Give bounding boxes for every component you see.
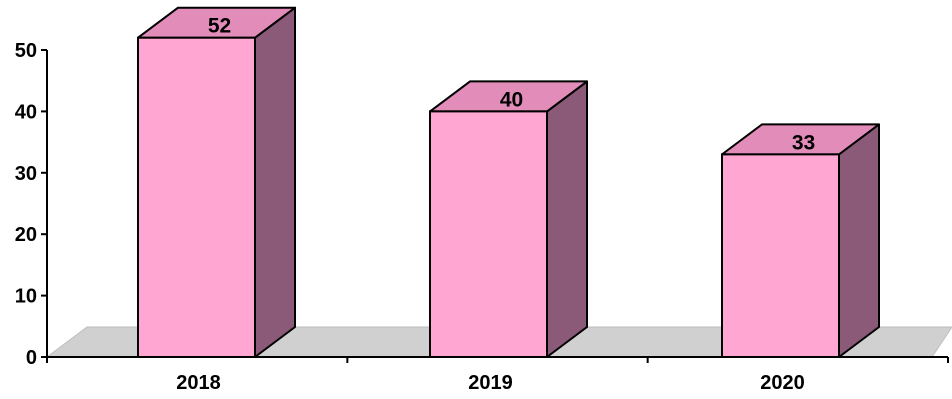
y-tick-label: 0 xyxy=(26,347,37,369)
bar-2018 xyxy=(137,6,296,358)
x-category-label: 2020 xyxy=(760,372,805,394)
x-category-label: 2019 xyxy=(468,372,513,394)
data-label: 40 xyxy=(500,88,523,111)
bar-2020 xyxy=(721,123,880,358)
data-label: 52 xyxy=(208,15,231,38)
x-category-label: 2018 xyxy=(176,372,221,394)
chart-labels: 52 2018 40 2019 33 2020 xyxy=(176,15,815,394)
y-tick-label: 40 xyxy=(15,101,37,123)
bar-front-face xyxy=(429,110,548,359)
y-tick-label: 20 xyxy=(15,224,37,246)
bar-front-face xyxy=(721,153,840,358)
bar-front-face xyxy=(137,36,256,358)
y-tick-label: 50 xyxy=(15,40,37,62)
bar-side-face xyxy=(254,6,296,358)
chart-bars xyxy=(137,6,880,359)
bar-side-face xyxy=(546,80,588,358)
y-tick-label: 10 xyxy=(15,286,37,308)
y-tick-label: 30 xyxy=(15,163,37,185)
bar-side-face xyxy=(838,123,880,358)
bar-2019 xyxy=(429,80,588,359)
data-label: 33 xyxy=(792,131,815,154)
